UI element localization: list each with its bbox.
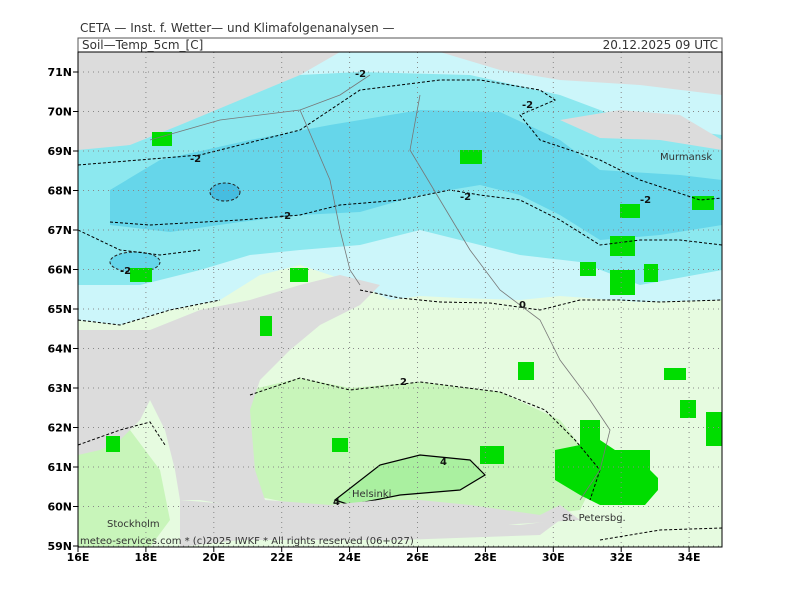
- lon-tick-label: 22E: [270, 551, 293, 564]
- lat-tick-label: 62N: [47, 422, 72, 435]
- lon-tick-label: 30E: [542, 551, 565, 564]
- lat-tick-label: 70N: [47, 106, 72, 119]
- lat-tick-label: 68N: [47, 185, 72, 198]
- institute: CETA — Inst. f. Wetter— und Klimafolgena…: [80, 21, 395, 35]
- lon-tick-label: 32E: [610, 551, 633, 564]
- parameter: Soil—Temp_5cm_[C]: [82, 38, 203, 52]
- lat-tick-label: 64N: [47, 343, 72, 356]
- lat-tick-label: 67N: [47, 224, 72, 237]
- contour-label: 0: [519, 300, 526, 311]
- frame: [77, 51, 723, 548]
- lon-tick-label: 34E: [678, 551, 701, 564]
- contour-label: 2: [400, 377, 407, 388]
- lon-tick-label: 24E: [338, 551, 361, 564]
- lon-tick-label: 26E: [406, 551, 429, 564]
- contour-label: -2: [460, 192, 471, 203]
- lon-tick-label: 28E: [474, 551, 497, 564]
- datetime: 20.12.2025 09 UTC: [603, 38, 718, 52]
- lat-tick-label: 69N: [47, 145, 72, 158]
- lat-tick-label: 59N: [47, 540, 72, 553]
- place-label: Stockholm: [107, 519, 160, 530]
- footer: meteo-services.com * (c)2025 IWKF * All …: [80, 536, 414, 547]
- place-label: Murmansk: [660, 152, 712, 163]
- lat-tick-label: 63N: [47, 382, 72, 395]
- map-fields: [77, 52, 723, 547]
- lat-tick-label: 61N: [47, 461, 72, 474]
- contour-label: -2: [640, 195, 651, 206]
- lon-tick-label: 18E: [134, 551, 157, 564]
- place-label: Helsinki: [352, 489, 391, 500]
- lat-tick-label: 65N: [47, 303, 72, 316]
- place-label: St. Petersbg.: [562, 513, 626, 524]
- contour-label: -2: [280, 211, 291, 222]
- contour-label: 4: [333, 497, 340, 508]
- contour-label: -2: [190, 154, 201, 165]
- contour-label: -2: [522, 100, 533, 111]
- lon-tick-label: 16E: [67, 551, 90, 564]
- lat-tick-label: 66N: [47, 264, 72, 277]
- contour-label: -2: [355, 69, 366, 80]
- lat-tick-label: 71N: [47, 66, 72, 79]
- contour-label: 4: [440, 457, 447, 468]
- lat-tick-label: 60N: [47, 501, 72, 514]
- contour-label: -2: [120, 266, 131, 277]
- lon-tick-label: 20E: [202, 551, 225, 564]
